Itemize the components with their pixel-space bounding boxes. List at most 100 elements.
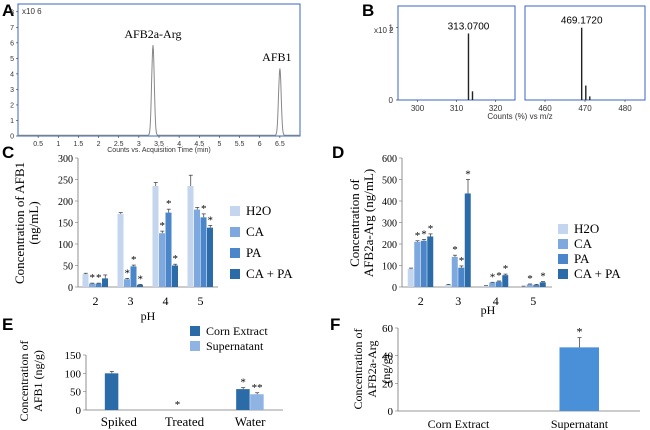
bar — [495, 281, 502, 287]
mass-spectra-panel-b: x10 2 0 1 300 310 320 313.0700 460 470 480 469.172… — [374, 5, 646, 121]
legend-swatch — [558, 254, 568, 264]
y-axis-label-line1: Concentration of — [17, 341, 31, 422]
y-tick-label: 200 — [58, 197, 73, 208]
y-axis-label-line1: Concentration of — [351, 329, 365, 410]
significance-marker: * — [428, 223, 434, 235]
bar — [502, 275, 509, 287]
peak-label: AFB2a-Arg — [124, 27, 181, 41]
legend-label: H2O — [574, 221, 599, 236]
significance-marker: * — [96, 272, 102, 284]
category-label: Corn Extract — [428, 417, 490, 430]
x-tick-label: 6.5 — [275, 141, 285, 148]
x-axis-label: Counts (%) vs m/z — [487, 112, 552, 121]
chromatogram-panel-a: x10 6 0 1 2 3 4 5 6 7 8 0.5 1 1.5 2 2.5 3 3.5 4 4.5 5 5.5 6 6.… — [10, 3, 301, 154]
peak-mz-label: 313.0700 — [448, 21, 490, 32]
significance-marker: * — [131, 254, 137, 266]
category-label: Supernatant — [551, 417, 609, 430]
y-axis-label-line2: AFB1 (ng/g) — [31, 350, 45, 412]
legend-label: CA — [246, 224, 265, 239]
bar — [117, 213, 124, 287]
bar — [520, 286, 527, 287]
y-axis-label-line1: Concentration of AFB1 — [12, 162, 27, 284]
peak-mz-label: 469.1720 — [561, 16, 603, 27]
x-tick-label: 300 — [411, 104, 425, 113]
x-tick-label: 460 — [538, 104, 552, 113]
y-tick-label: 100 — [382, 262, 397, 273]
bar — [159, 233, 165, 287]
bar — [124, 279, 130, 287]
panel-label-a: A — [2, 1, 14, 20]
y-tick-label: 8 — [10, 9, 14, 16]
y-tick-label: 1 — [10, 118, 14, 125]
bar — [236, 389, 250, 410]
significance-marker: * — [173, 253, 179, 265]
x-tick-label: 5.5 — [235, 141, 245, 148]
y-tick-label: 5 — [10, 56, 14, 63]
y-tick-label: 300 — [58, 154, 73, 165]
legend-swatch — [230, 269, 240, 279]
significance-marker: * — [465, 169, 471, 181]
panel-label-d: D — [332, 143, 344, 162]
bar — [407, 268, 414, 287]
y-tick-label: 200 — [382, 240, 397, 251]
y-axis-label-line2: AFB2a-Arg (ng/mL) — [361, 169, 376, 277]
bar — [152, 185, 159, 287]
y-tick-label: 100 — [58, 240, 73, 251]
x-tick-label: 310 — [450, 104, 464, 113]
bar — [539, 282, 546, 287]
y-tick-label: 150 — [58, 219, 73, 230]
bar — [451, 256, 458, 287]
y-tick-label: 300 — [382, 219, 397, 230]
bar — [95, 283, 102, 287]
significance-marker: * — [201, 203, 207, 215]
bar-chart-panel-f: 0 20 40 60 Corn Extract Supernatant * Concentra… — [351, 323, 640, 430]
y-tick-label: 40 — [382, 351, 394, 363]
bar — [130, 266, 137, 287]
category-label: 4 — [493, 294, 499, 308]
bar — [172, 265, 178, 287]
x-tick-label: 1.5 — [74, 141, 84, 148]
bar — [102, 278, 108, 287]
category-label: 5 — [198, 294, 204, 308]
y-tick-label: 0 — [68, 283, 73, 294]
legend-swatch — [230, 248, 240, 258]
bar — [533, 284, 540, 287]
category-label: 4 — [163, 294, 169, 308]
significance-marker: * — [527, 273, 533, 285]
bar — [526, 284, 533, 287]
bar — [200, 217, 207, 287]
bar — [89, 283, 95, 287]
bar — [458, 267, 465, 287]
bar — [104, 373, 119, 410]
significance-marker: * — [90, 272, 96, 284]
spectrum-frame — [397, 5, 516, 101]
y-tick-label: 250 — [58, 176, 73, 187]
x-tick-label: 480 — [618, 104, 632, 113]
significance-marker: * — [160, 220, 166, 232]
category-label: 3 — [455, 294, 461, 308]
y-tick-label: 4 — [10, 71, 14, 78]
significance-marker: * — [459, 255, 465, 267]
significance-marker: * — [415, 230, 421, 242]
bar — [194, 209, 200, 287]
x-axis-label: pH — [481, 303, 496, 317]
panel-label-b: B — [362, 1, 374, 20]
y-tick-label: 2 — [10, 102, 14, 109]
y-tick-label: 1 — [389, 24, 394, 33]
legend-swatch — [558, 269, 568, 279]
chromatogram-trace — [18, 45, 300, 136]
significance-marker: * — [490, 271, 496, 283]
significance-marker: * — [540, 271, 546, 283]
category-label: Treated — [165, 414, 205, 429]
bar — [187, 185, 194, 287]
x-tick-label: 2 — [97, 141, 101, 148]
legend-label: PA — [574, 251, 590, 266]
significance-marker: * — [166, 198, 172, 210]
legend-label: CA + PA — [246, 266, 293, 281]
x-tick-label: 5 — [217, 141, 221, 148]
y-tick-label: 600 — [382, 154, 397, 165]
x-tick-label: 1 — [56, 141, 60, 148]
x-tick-label: 470 — [578, 104, 592, 113]
y-tick-label: 0 — [389, 96, 394, 105]
